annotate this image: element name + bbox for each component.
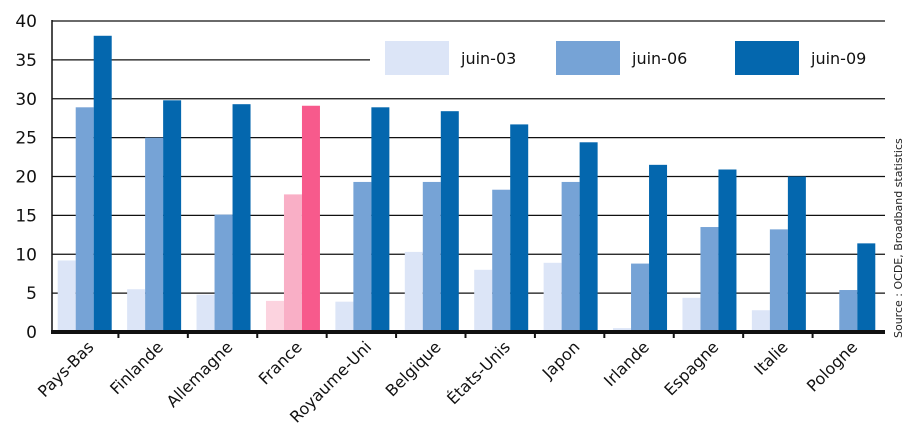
bar-finlande-juin-06 <box>145 137 164 332</box>
y-tick-label-15: 15 <box>15 206 37 226</box>
x-label-pologne: Pologne <box>803 337 861 395</box>
y-tick-label-35: 35 <box>15 51 37 71</box>
bar-italie-juin-06 <box>769 229 788 332</box>
x-label-etats-unis: États-Unis <box>443 337 514 408</box>
gridlines <box>52 20 885 294</box>
bar-france-juin-09 <box>301 105 320 332</box>
y-tick-label-30: 30 <box>15 90 37 110</box>
bar-espagne-juin-06 <box>700 227 719 332</box>
x-label-france: France <box>255 337 306 388</box>
legend-label-juin-03: juin-03 <box>460 49 516 68</box>
bar-espagne-juin-09 <box>718 169 737 332</box>
legend-swatch-juin-06 <box>556 41 620 75</box>
source-note: Source : OCDE, Broadband statistics <box>892 138 905 338</box>
bar-etats-unis-juin-06 <box>492 189 511 332</box>
legend-label-juin-06: juin-06 <box>631 49 687 68</box>
bar-pays-bas-juin-03 <box>57 260 76 332</box>
bar-espagne-juin-03 <box>682 297 701 332</box>
y-tick-label-10: 10 <box>15 245 37 265</box>
bar-pologne-juin-09 <box>857 243 876 332</box>
bar-royaume-uni-juin-03 <box>335 301 354 332</box>
y-tick-label-0: 0 <box>26 323 37 343</box>
bar-etats-unis-juin-03 <box>474 269 493 332</box>
y-axis-ticks: 0 5 10 15 20 25 30 35 40 <box>15 12 37 343</box>
bar-allemagne-juin-09 <box>232 104 251 332</box>
x-label-japon: Japon <box>538 337 584 383</box>
bar-royaume-uni-juin-06 <box>353 181 372 332</box>
bar-allemagne-juin-03 <box>196 294 215 332</box>
x-label-allemagne: Allemagne <box>163 337 237 411</box>
bar-belgique-juin-03 <box>404 251 423 332</box>
bar-italie-juin-09 <box>787 176 806 332</box>
legend: juin-03 juin-06 juin-09 <box>370 36 885 80</box>
bar-france-juin-06 <box>283 194 302 332</box>
x-label-irlande: Irlande <box>600 337 653 390</box>
x-label-belgique: Belgique <box>382 337 445 400</box>
bar-japon-juin-09 <box>579 142 598 332</box>
bar-finlande-juin-03 <box>127 289 146 332</box>
legend-background <box>370 36 885 80</box>
bar-etats-unis-juin-09 <box>510 124 529 332</box>
bar-finlande-juin-09 <box>163 100 182 333</box>
bar-irlande-juin-09 <box>649 164 668 332</box>
bar-japon-juin-06 <box>561 181 580 332</box>
y-tick-label-40: 40 <box>15 12 37 32</box>
legend-label-juin-09: juin-09 <box>810 49 866 68</box>
bar-irlande-juin-06 <box>631 263 650 332</box>
bar-pays-bas-juin-09 <box>93 35 112 333</box>
x-label-italie: Italie <box>750 337 791 378</box>
legend-swatch-juin-03 <box>385 41 449 75</box>
x-label-pays-bas: Pays-Bas <box>34 337 98 401</box>
legend-swatch-juin-09 <box>735 41 799 75</box>
y-tick-label-25: 25 <box>15 129 37 149</box>
bar-pologne-juin-06 <box>839 290 858 332</box>
x-label-finlande: Finlande <box>106 337 167 398</box>
bar-belgique-juin-06 <box>422 181 441 332</box>
bar-pays-bas-juin-06 <box>75 107 94 333</box>
axes <box>51 20 885 338</box>
bar-belgique-juin-09 <box>440 111 459 332</box>
bar-allemagne-juin-06 <box>214 214 233 332</box>
y-tick-label-5: 5 <box>26 284 37 304</box>
y-tick-label-20: 20 <box>15 168 37 188</box>
bar-royaume-uni-juin-09 <box>371 107 390 333</box>
bars-group <box>57 35 876 333</box>
bar-japon-juin-03 <box>543 262 562 332</box>
x-label-espagne: Espagne <box>660 337 722 399</box>
bar-france-juin-03 <box>265 300 284 332</box>
bar-italie-juin-03 <box>751 310 770 332</box>
